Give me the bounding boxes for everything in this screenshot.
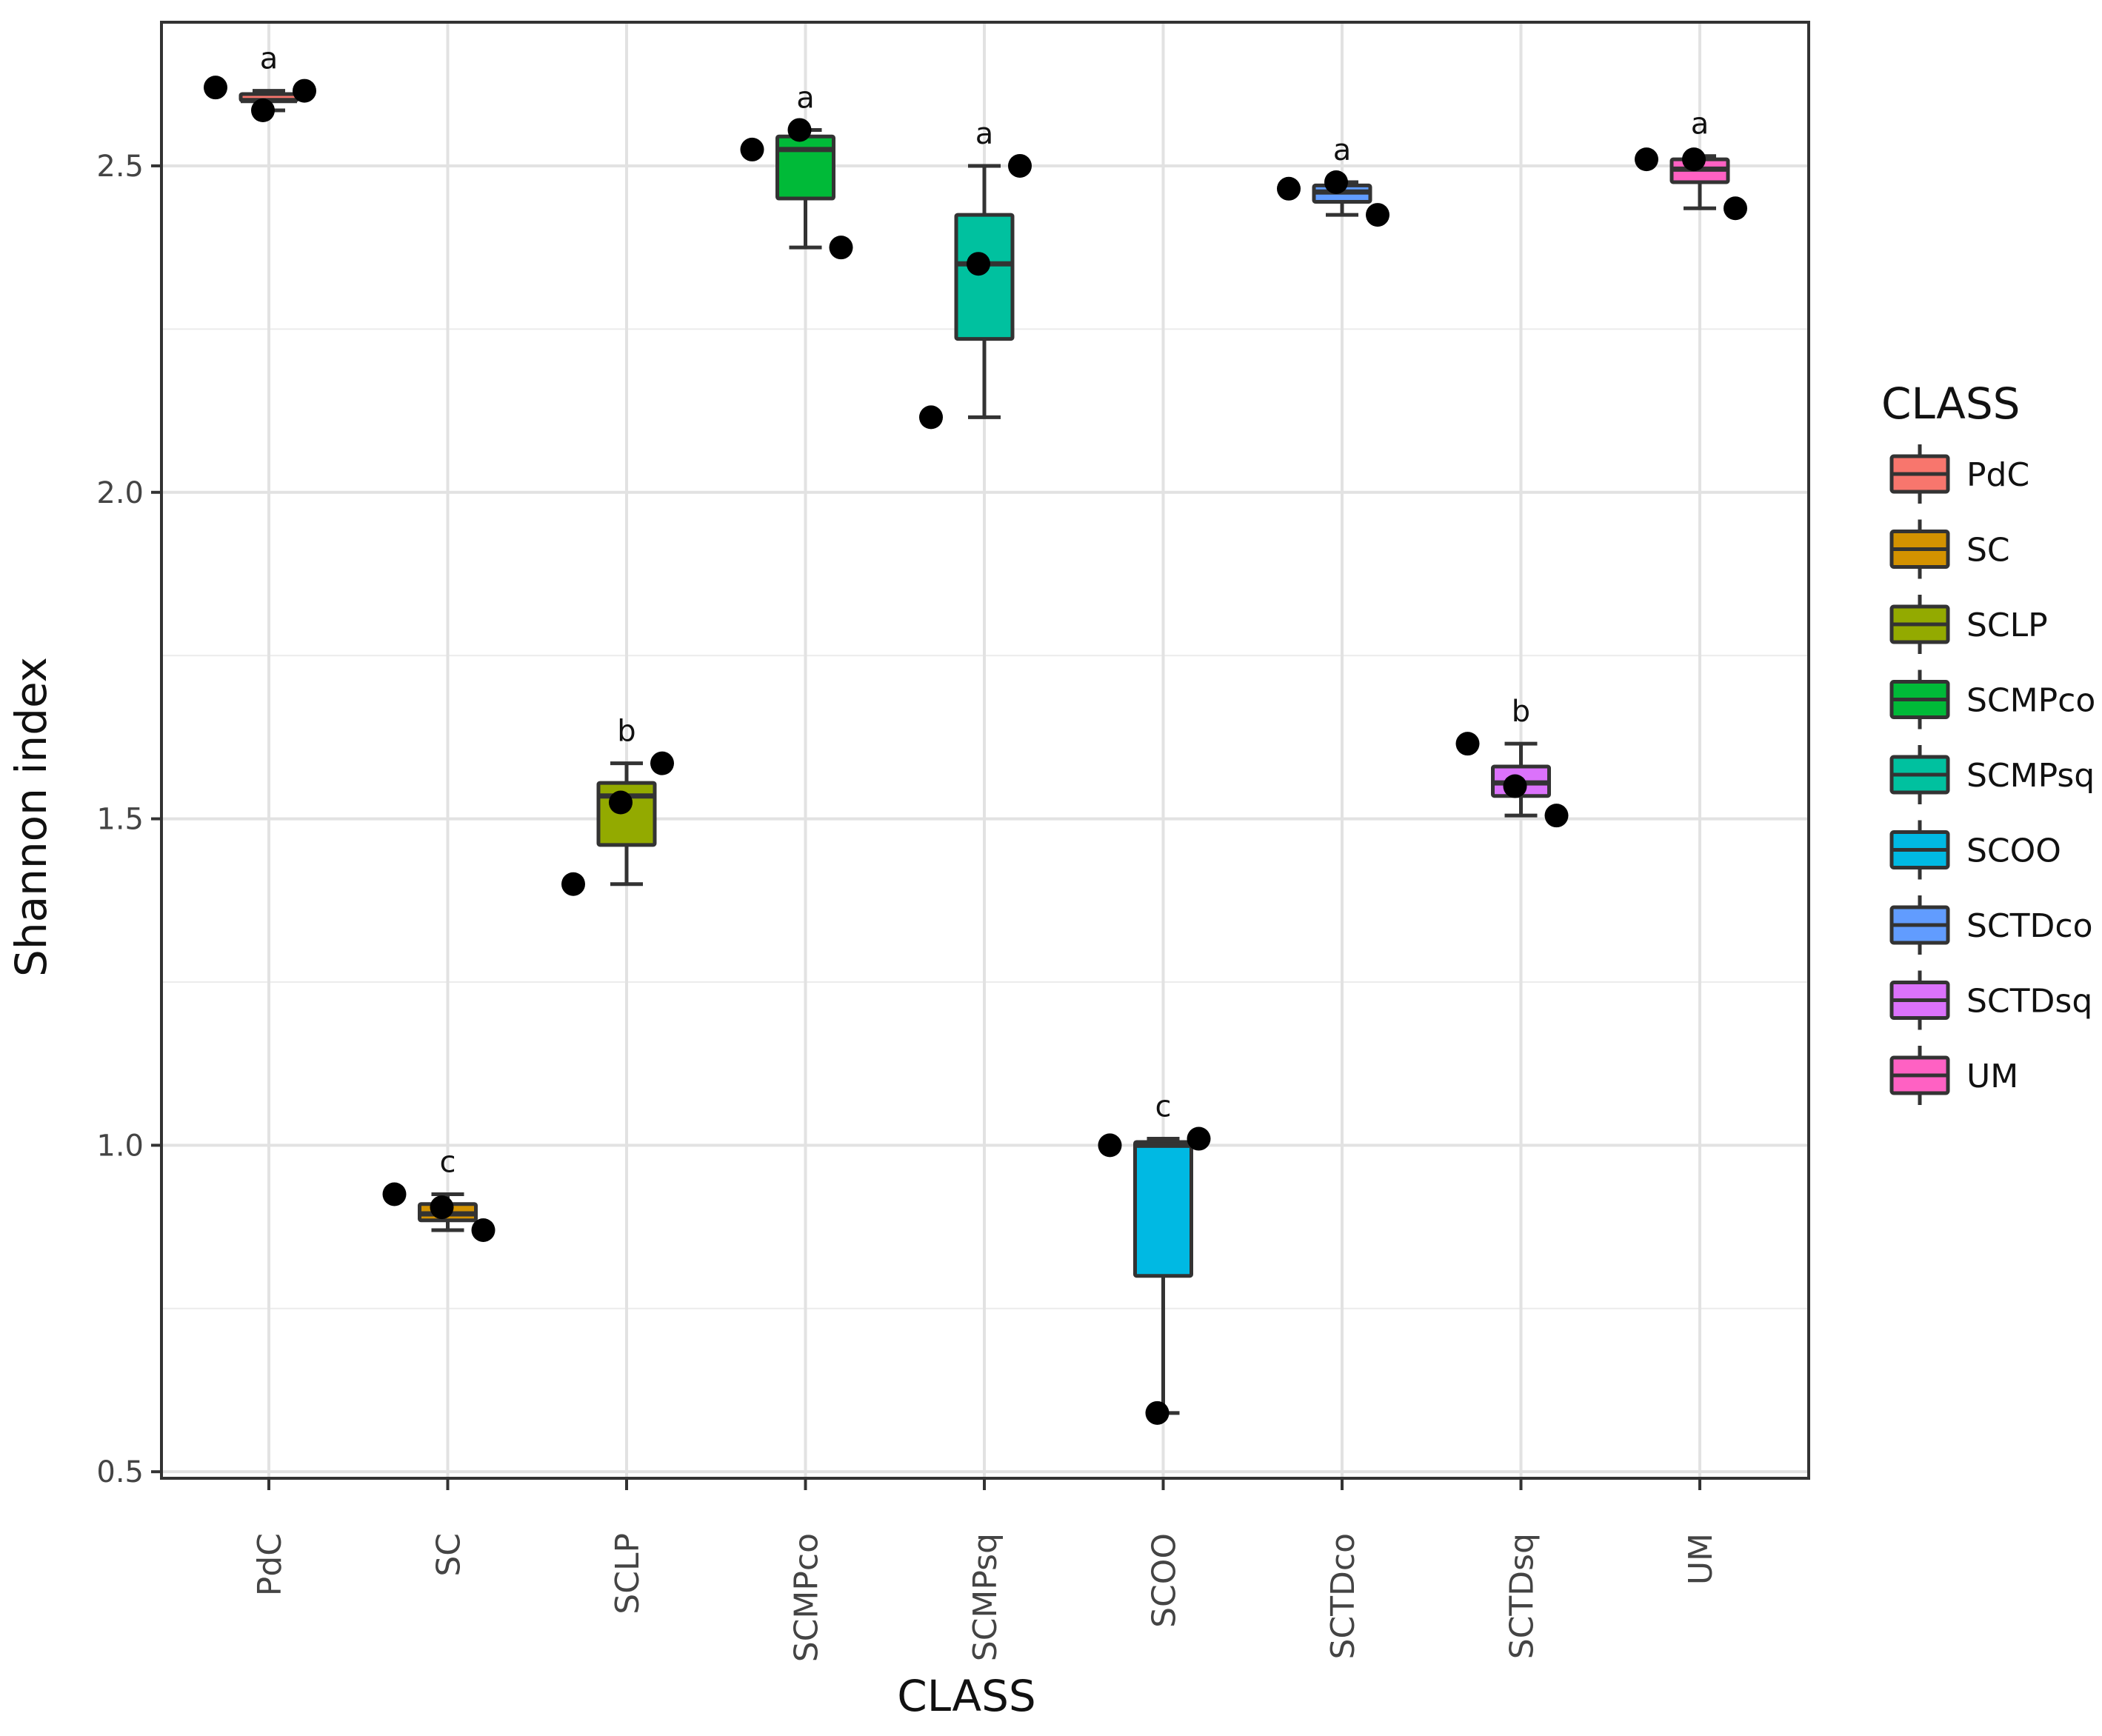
- legend-label: PdC: [1966, 456, 2029, 494]
- gridlines: [161, 22, 1809, 1478]
- y-tick-label: 2.5: [96, 150, 144, 184]
- legend-label: SCOO: [1966, 832, 2061, 870]
- legend-item-SCTDco: SCTDco: [1889, 895, 2093, 955]
- legend-label: SCLP: [1966, 607, 2048, 644]
- significance-letter: a: [260, 42, 278, 76]
- data-point: [1008, 153, 1032, 178]
- y-tick-label: 2.0: [96, 476, 144, 510]
- box-SCOO: [1133, 1140, 1193, 1278]
- data-point: [1682, 147, 1706, 172]
- data-point: [650, 751, 674, 775]
- box-group-SCTDsq: b: [1455, 695, 1569, 828]
- legend-label: SCTDsq: [1966, 983, 2092, 1021]
- legend-label: SCMPsq: [1966, 757, 2095, 795]
- legend-item-SCTDsq: SCTDsq: [1889, 970, 2092, 1030]
- data-point: [787, 118, 812, 142]
- data-point: [1544, 804, 1569, 828]
- data-point: [561, 872, 585, 896]
- data-point: [1635, 147, 1658, 172]
- data-point: [293, 79, 316, 103]
- box-SCMPsq: [954, 213, 1015, 341]
- y-tick-label: 1.5: [96, 803, 144, 837]
- box-group-PdC: a: [204, 42, 316, 123]
- data-point: [829, 236, 853, 260]
- box-SCLP: [596, 781, 657, 847]
- legend: CLASS PdC SC SCLP SCMPco SCMPsq SCOO SCTDco SCT…: [1881, 378, 2095, 1105]
- x-tick-label: SCLP: [609, 1533, 647, 1615]
- legend-label: SC: [1966, 532, 2010, 570]
- significance-letter: a: [1333, 133, 1352, 167]
- box-group-SCMPsq: a: [919, 117, 1032, 430]
- data-point: [204, 76, 227, 100]
- data-point: [1324, 170, 1348, 194]
- legend-item-SCLP: SCLP: [1889, 595, 2048, 654]
- data-point: [471, 1218, 496, 1242]
- box-SCMPco: [775, 134, 835, 201]
- legend-label: SCTDco: [1966, 907, 2093, 945]
- box-group-SCLP: b: [561, 715, 674, 896]
- legend-item-SCOO: SCOO: [1889, 820, 2061, 880]
- legend-item-SCMPsq: SCMPsq: [1889, 745, 2095, 804]
- box-group-SCTDco: a: [1277, 133, 1389, 227]
- data-point: [609, 790, 633, 815]
- data-point: [430, 1195, 454, 1220]
- significance-letter: a: [975, 117, 994, 151]
- box-group-SCOO: c: [1098, 1090, 1211, 1425]
- data-point: [1366, 203, 1389, 227]
- legend-label: UM: [1966, 1058, 2018, 1095]
- legend-item-PdC: PdC: [1889, 444, 2029, 504]
- y-axis-title: Shannon index: [6, 657, 56, 977]
- significance-letter: c: [440, 1145, 456, 1179]
- box-group-UM: a: [1635, 107, 1747, 221]
- y-tick-label: 1.0: [96, 1129, 144, 1163]
- axes: 0.5 1.0 1.5 2.0 2.5 PdC SC SCLP SCMPco SCMPsq SCOO…: [96, 150, 1720, 1662]
- x-tick-label: UM: [1682, 1533, 1720, 1585]
- data-point: [1455, 732, 1480, 756]
- data-point: [1277, 176, 1301, 201]
- legend-item-SCMPco: SCMPco: [1889, 670, 2095, 730]
- x-tick-label: SCMPco: [788, 1533, 826, 1662]
- data-point: [919, 405, 943, 430]
- x-tick-label: SCTDsq: [1504, 1533, 1541, 1659]
- legend-item-UM: UM: [1889, 1046, 2018, 1105]
- data-point: [1098, 1133, 1122, 1158]
- data-point: [1503, 774, 1527, 798]
- data-point: [740, 137, 764, 161]
- legend-title: CLASS: [1881, 378, 2020, 429]
- y-tick-label: 0.5: [96, 1455, 144, 1489]
- significance-letter: c: [1155, 1090, 1172, 1124]
- data-point: [967, 252, 990, 276]
- significance-letter: b: [617, 715, 635, 749]
- significance-letter: b: [1512, 695, 1530, 729]
- data-point: [1145, 1401, 1170, 1425]
- significance-letter: a: [1691, 107, 1709, 141]
- x-tick-label: SCMPsq: [967, 1533, 1004, 1661]
- data-point: [1724, 196, 1747, 221]
- data-point: [251, 99, 275, 123]
- x-axis-title: CLASS: [897, 1671, 1035, 1721]
- data-point: [1187, 1126, 1211, 1151]
- plot-area: a c b a a c a b a: [204, 42, 1747, 1425]
- x-tick-label: SC: [430, 1533, 468, 1577]
- legend-label: SCMPco: [1966, 682, 2095, 720]
- legend-item-SC: SC: [1889, 519, 2010, 579]
- box-group-SC: c: [382, 1145, 496, 1242]
- x-tick-label: PdC: [251, 1533, 289, 1596]
- data-point: [382, 1182, 407, 1206]
- x-tick-label: SCTDco: [1324, 1533, 1362, 1660]
- x-tick-label: SCOO: [1146, 1533, 1184, 1628]
- significance-letter: a: [796, 81, 815, 115]
- box-group-SCMPco: a: [740, 81, 853, 260]
